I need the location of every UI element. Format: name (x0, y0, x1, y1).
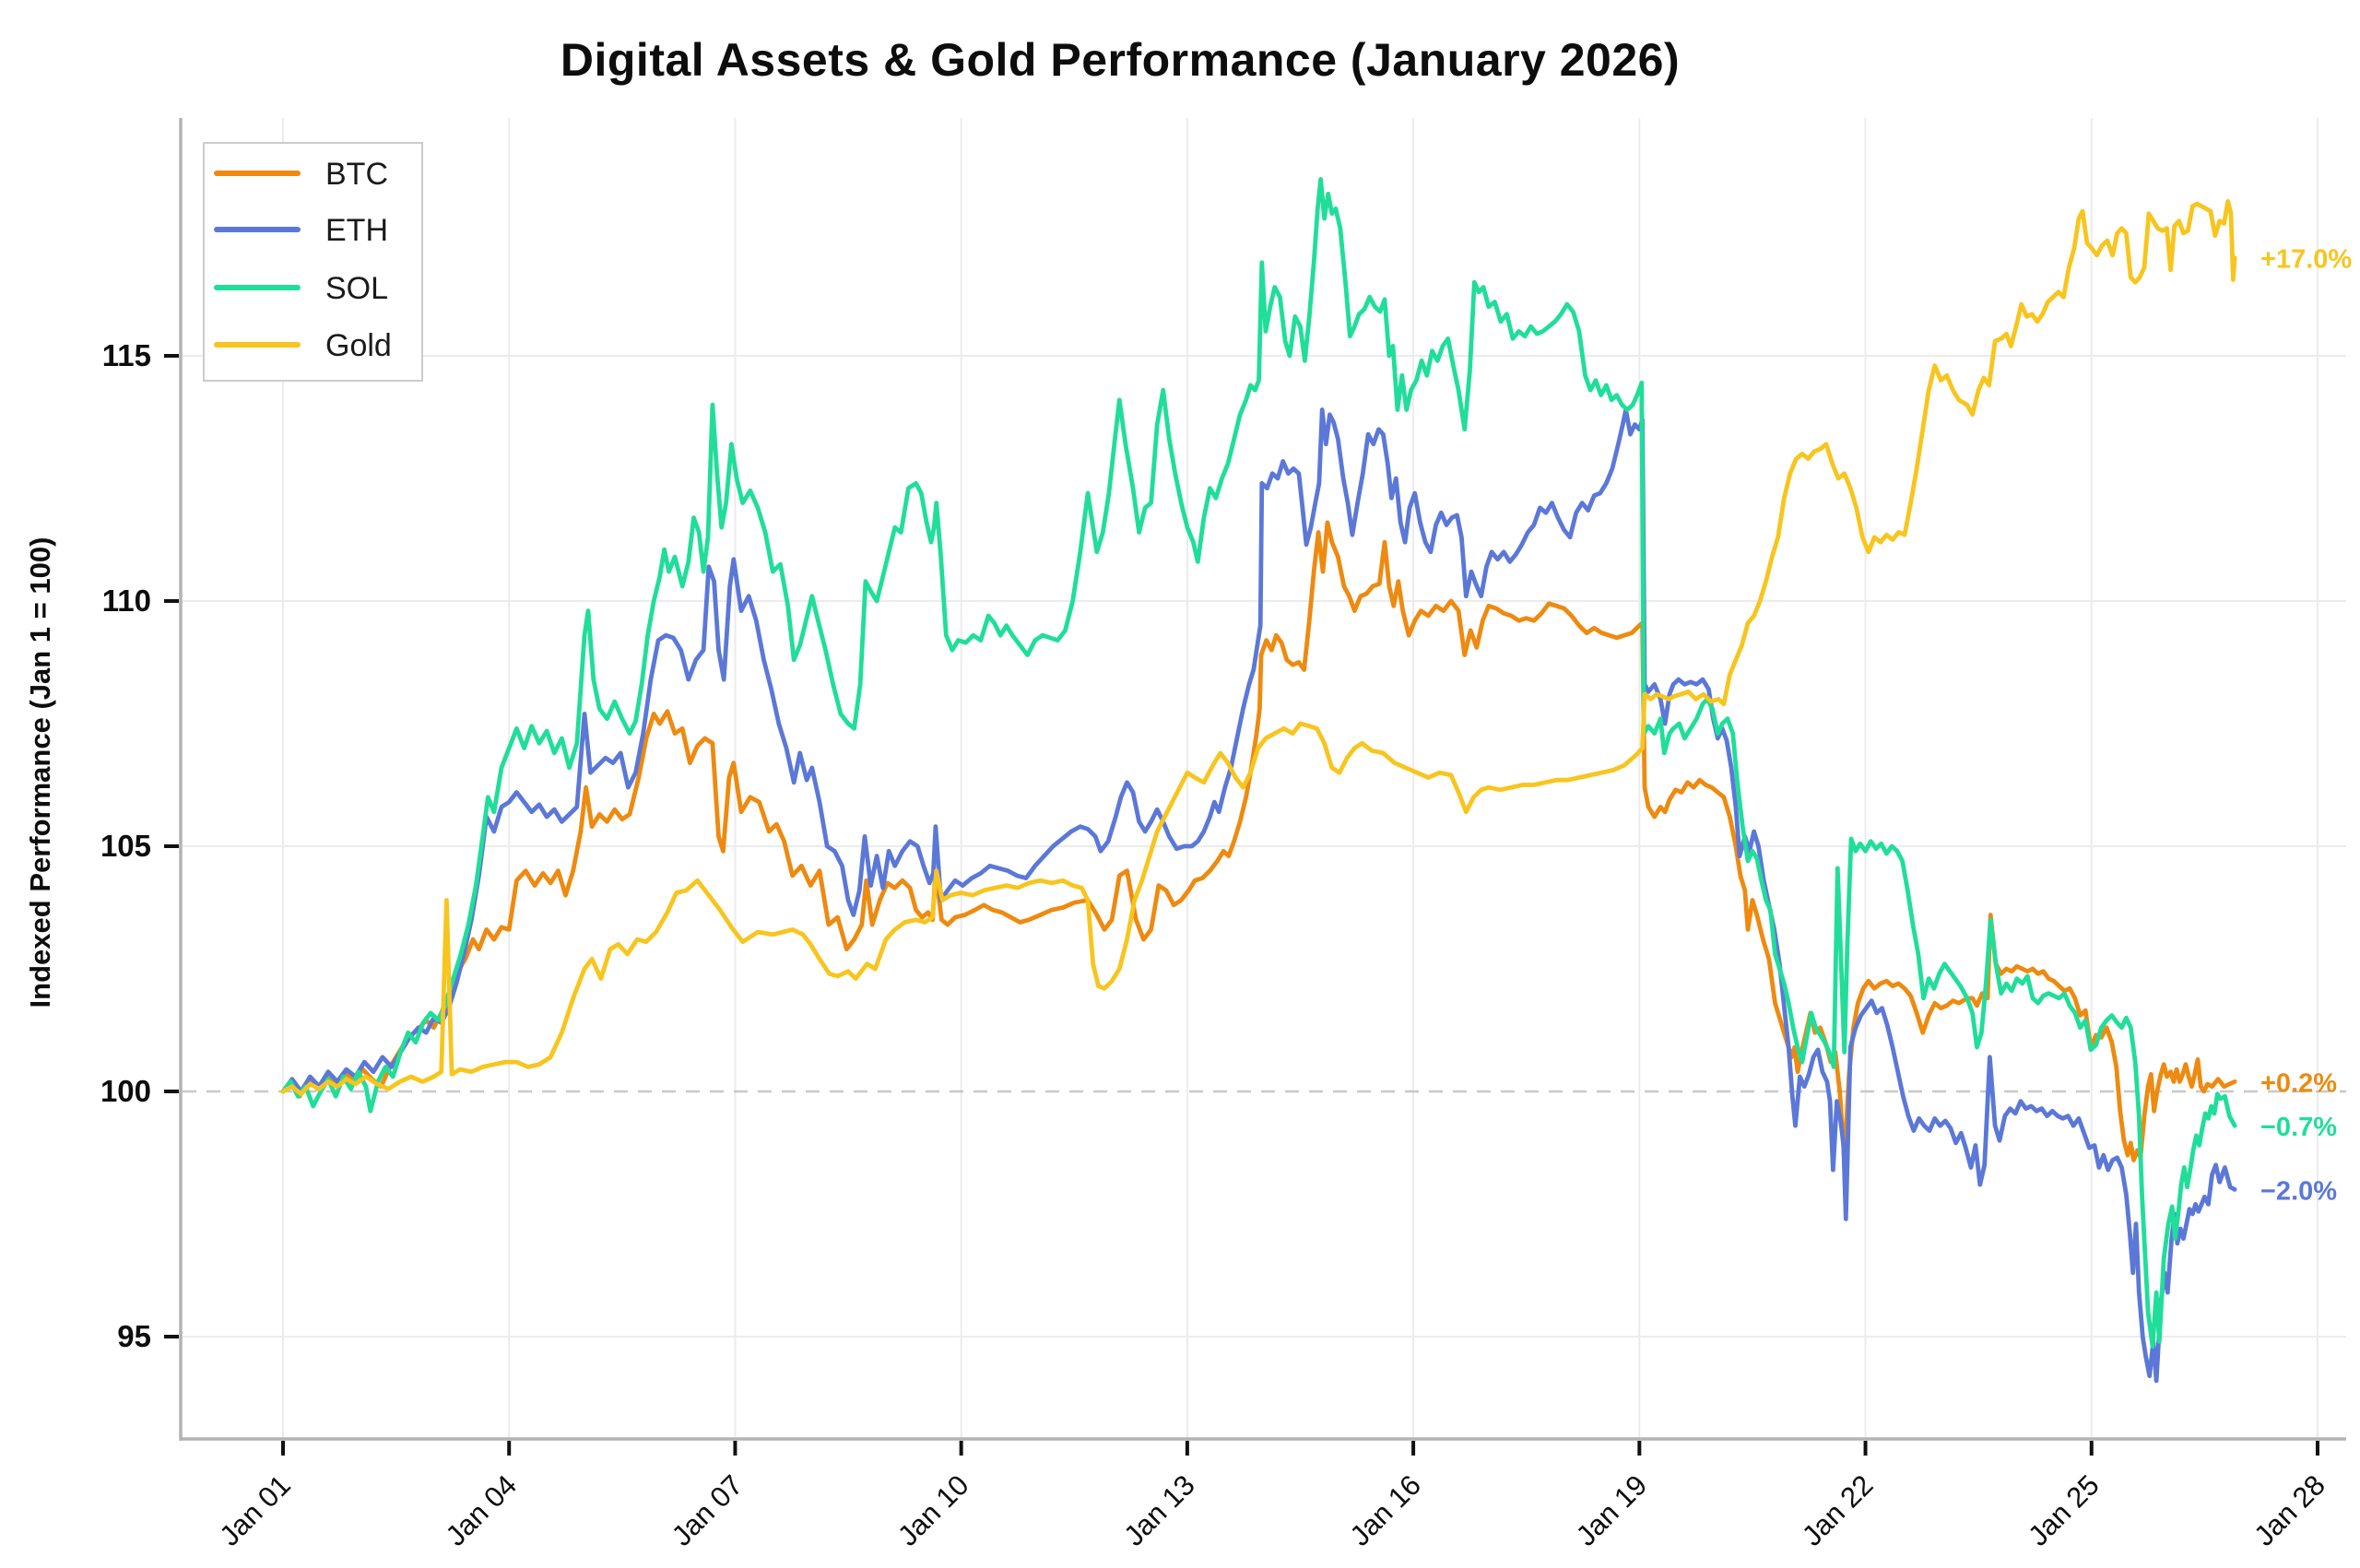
end-label-sol: −0.7% (2260, 1113, 2337, 1142)
x-tick-label: Jan 19 (1570, 1468, 1654, 1552)
x-tick-label: Jan 10 (891, 1468, 975, 1552)
x-tick-label: Jan 16 (1343, 1468, 1427, 1552)
y-tick-label: 110 (102, 584, 151, 618)
legend-label-btc: BTC (325, 157, 388, 192)
x-tick-label: Jan 25 (2022, 1468, 2106, 1552)
y-tick-label: 95 (117, 1319, 151, 1353)
series-line-gold (280, 198, 2237, 1097)
series-line-btc (280, 520, 2237, 1162)
y-tick-label: 115 (102, 338, 151, 372)
series-line-sol (280, 177, 2237, 1349)
y-tick-label: 105 (100, 829, 151, 863)
legend-box (203, 142, 423, 382)
x-tick-label: Jan 07 (666, 1468, 749, 1552)
legend-label-sol: SOL (325, 271, 388, 306)
y-tick-label: 100 (100, 1074, 151, 1108)
legend-label-gold: Gold (325, 328, 392, 363)
chart-title: Digital Assets & Gold Performance (Janua… (560, 33, 1681, 86)
x-tick-label: Jan 13 (1117, 1468, 1201, 1552)
legend-label-eth: ETH (325, 213, 388, 248)
end-label-btc: +0.2% (2260, 1068, 2337, 1098)
x-tick-label: Jan 01 (213, 1468, 297, 1552)
series-line-eth (280, 407, 2237, 1384)
x-tick-label: Jan 22 (1796, 1468, 1880, 1552)
x-tick-label: Jan 28 (2248, 1468, 2331, 1552)
x-tick-label: Jan 04 (440, 1468, 524, 1552)
end-label-gold: +17.0% (2260, 245, 2352, 275)
legend: BTC ETH SOL Gold (203, 142, 423, 382)
end-label-eth: −2.0% (2260, 1176, 2337, 1206)
